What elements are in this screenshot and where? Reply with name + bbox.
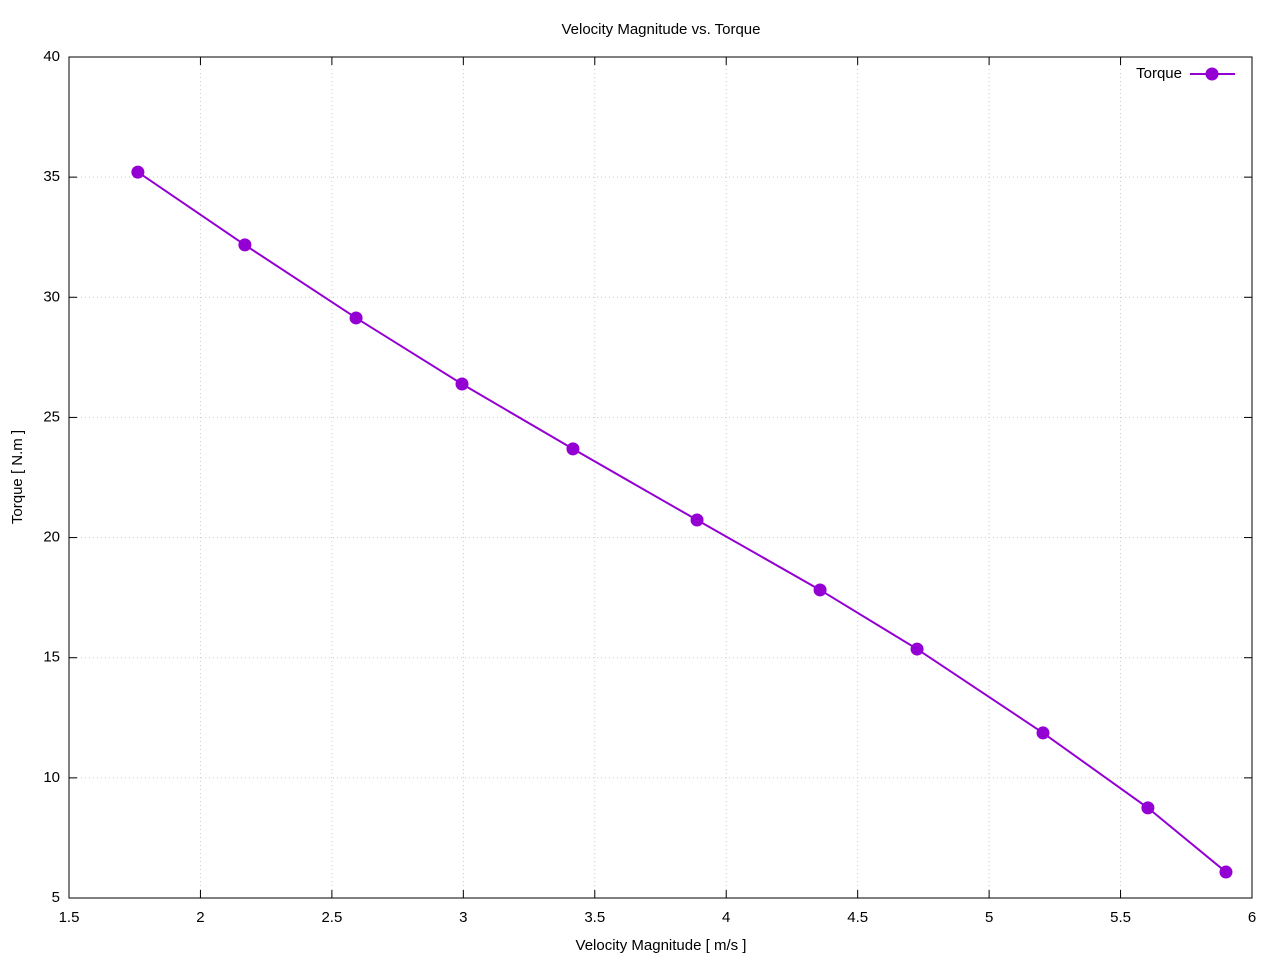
x-tick-label: 5.5 bbox=[1110, 909, 1131, 926]
x-tick-label: 4.5 bbox=[847, 909, 868, 926]
y-tick-label: 30 bbox=[43, 288, 60, 305]
data-point bbox=[1219, 865, 1233, 879]
x-tick-label: 3.5 bbox=[584, 909, 605, 926]
data-point bbox=[813, 583, 827, 597]
data-point bbox=[566, 442, 580, 456]
legend-marker bbox=[1205, 67, 1219, 81]
data-point bbox=[690, 513, 704, 527]
data-point bbox=[131, 165, 145, 179]
data-point bbox=[349, 311, 363, 325]
data-point bbox=[1141, 801, 1155, 815]
data-point bbox=[455, 377, 469, 391]
y-tick-label: 35 bbox=[43, 168, 60, 185]
data-point bbox=[238, 238, 252, 252]
x-axis-label: Velocity Magnitude [ m/s ] bbox=[576, 937, 747, 954]
data-point bbox=[1036, 726, 1050, 740]
y-tick-label: 5 bbox=[52, 889, 60, 906]
y-tick-label: 25 bbox=[43, 408, 60, 425]
x-tick-label: 2.5 bbox=[321, 909, 342, 926]
data-point bbox=[910, 642, 924, 656]
x-tick-label: 4 bbox=[722, 909, 730, 926]
y-tick-label: 15 bbox=[43, 649, 60, 666]
x-tick-label: 1.5 bbox=[59, 909, 80, 926]
x-tick-label: 3 bbox=[459, 909, 467, 926]
legend-label: Torque bbox=[1136, 65, 1182, 82]
x-tick-label: 2 bbox=[196, 909, 204, 926]
x-tick-label: 6 bbox=[1248, 909, 1256, 926]
y-tick-label: 40 bbox=[43, 48, 60, 65]
series-line bbox=[137, 171, 1227, 873]
chart-title: Velocity Magnitude vs. Torque bbox=[561, 21, 760, 38]
y-axis-label: Torque [ N.m ] bbox=[9, 430, 26, 524]
y-tick-label: 10 bbox=[43, 769, 60, 786]
y-tick-label: 20 bbox=[43, 529, 60, 546]
x-tick-label: 5 bbox=[985, 909, 993, 926]
plot-frame bbox=[68, 56, 1253, 899]
